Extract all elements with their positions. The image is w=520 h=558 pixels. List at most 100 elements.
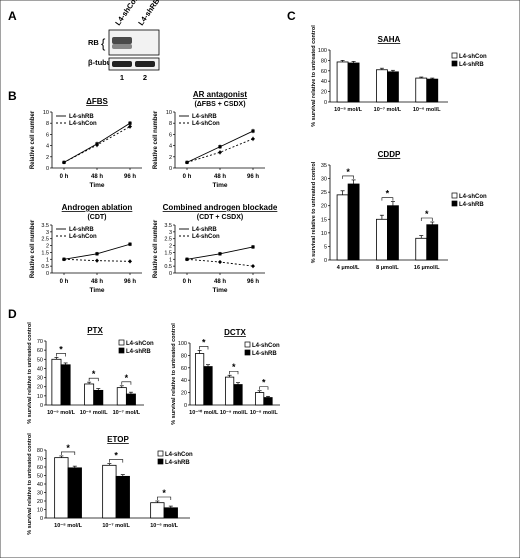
y-tick-label: 20 <box>37 499 43 505</box>
significance-star: * <box>262 378 266 388</box>
significance-star: * <box>114 451 118 461</box>
x-tick-label: 48 h <box>91 279 103 285</box>
y-tick-label: 0.5 <box>41 264 49 270</box>
bar <box>387 205 399 261</box>
x-axis-label: Time <box>212 182 227 189</box>
x-axis-label: Time <box>89 287 104 294</box>
y-tick-label: 100 <box>318 48 327 54</box>
legend-label: L4-shRB <box>165 460 190 466</box>
y-tick-label: 0.5 <box>164 264 172 270</box>
y-tick-label: 40 <box>181 378 187 384</box>
significance-bracket <box>56 353 66 357</box>
y-tick-label: 8 <box>46 121 49 127</box>
y-tick-label: 3.5 <box>41 223 49 229</box>
bar <box>125 393 136 406</box>
x-tick-label: 10⁻⁹ mol/L <box>47 410 75 416</box>
y-tick-label: 1.5 <box>41 250 49 256</box>
legend-label: L4-shRB <box>192 227 217 233</box>
y-tick-label: 0 <box>40 403 43 409</box>
y-tick-label: 15 <box>321 217 327 223</box>
chart-title: PTX <box>87 326 103 335</box>
bar <box>224 376 235 406</box>
legend-label: L4-shCon <box>69 121 97 127</box>
x-tick-label: 96 h <box>124 174 136 180</box>
y-tick-label: 2 <box>169 155 172 161</box>
bar <box>102 464 117 519</box>
y-tick-label: 50 <box>37 357 43 363</box>
significance-bracket <box>88 377 99 382</box>
x-tick-label: 10⁻⁸ mol/L <box>334 107 362 113</box>
legend-label: L4-shRB <box>459 62 484 68</box>
y-tick-label: 6 <box>46 132 49 138</box>
legend-swatch <box>451 200 458 207</box>
x-tick-label: 10⁻¹⁰ mol/L <box>189 409 219 416</box>
bar <box>194 353 205 406</box>
y-tick-label: 3.5 <box>164 223 172 229</box>
legend-swatch <box>244 349 251 356</box>
significance-star: * <box>425 209 429 219</box>
data-point <box>218 145 222 149</box>
bar <box>415 77 428 103</box>
legend-label: L4-shCon <box>126 341 154 347</box>
y-tick-label: 30 <box>37 376 43 382</box>
chart-title: ETOP <box>107 435 129 444</box>
chart-subtitle: (CDT) <box>87 214 106 221</box>
data-point <box>185 257 189 262</box>
bar <box>347 183 360 261</box>
rb-band-lower <box>112 44 132 49</box>
x-tick-label: 48 h <box>91 174 103 180</box>
bar <box>336 194 349 261</box>
y-tick-label: 40 <box>321 79 327 85</box>
x-axis-label: Time <box>212 287 227 294</box>
x-tick-label: 10⁻⁸ mol/L <box>80 410 108 416</box>
bar-chart-d2: DCTX 0 20 40 60 80 100% survival relative to u… <box>171 323 280 425</box>
x-tick-label: 10⁻⁸ mol/L <box>54 523 82 529</box>
y-tick-label: 10 <box>37 508 43 514</box>
x-tick-label: 16 μmol/L <box>414 265 440 271</box>
data-point <box>218 260 222 265</box>
bar <box>233 384 243 406</box>
bar <box>347 62 360 103</box>
x-tick-label: 96 h <box>247 174 259 180</box>
x-tick-label: 48 h <box>214 174 226 180</box>
y-tick-label: 3 <box>169 230 172 236</box>
data-point <box>95 143 99 148</box>
y-tick-label: 0 <box>324 258 327 264</box>
legend-swatch <box>157 450 164 457</box>
significance-star: * <box>125 373 129 383</box>
chart-title: AR antagonist <box>193 90 248 99</box>
y-axis-label: % survival relative to untreated control <box>27 322 33 424</box>
significance-bracket <box>342 175 354 179</box>
x-tick-label: 10⁻⁶ mol/L <box>413 107 441 113</box>
x-tick-label: 10⁻⁹ mol/L <box>220 410 248 416</box>
bar <box>263 397 273 406</box>
bar <box>60 364 71 406</box>
x-tick-label: 10⁻⁷ mol/L <box>113 410 141 416</box>
legend-label: L4-shRB <box>69 227 94 233</box>
chart-title: CDDP <box>378 150 401 159</box>
legend-label: L4-shCon <box>459 194 487 200</box>
x-tick-label: 48 h <box>214 279 226 285</box>
band-label-rb: RB <box>88 38 99 47</box>
y-tick-label: 30 <box>37 491 43 497</box>
data-point <box>128 121 132 125</box>
y-tick-label: 2.5 <box>41 237 49 243</box>
legend-label: L4-shRB <box>69 114 94 120</box>
band-label-tubulin: β-tubulin <box>88 58 120 67</box>
panel-letter-c: C <box>287 9 296 23</box>
significance-star: * <box>346 167 350 177</box>
y-tick-label: 20 <box>321 90 327 96</box>
bar <box>426 224 439 261</box>
bar-chart-c2: CDDP 0 5 10 15 20 25 30 35 % survival relative to… <box>311 150 487 271</box>
legend-label: L4-shRB <box>126 349 151 355</box>
x-tick-label: 0 h <box>60 279 69 285</box>
bar <box>150 502 165 519</box>
x-tick-label: 96 h <box>247 279 259 285</box>
legend-label: L4-shCon <box>165 452 193 458</box>
legend-label: L4-shCon <box>459 54 487 60</box>
lane-number-2: 2 <box>143 73 147 82</box>
y-tick-label: 8 <box>169 121 172 127</box>
y-tick-label: 60 <box>181 366 187 372</box>
legend-label: L4-shRB <box>192 114 217 120</box>
